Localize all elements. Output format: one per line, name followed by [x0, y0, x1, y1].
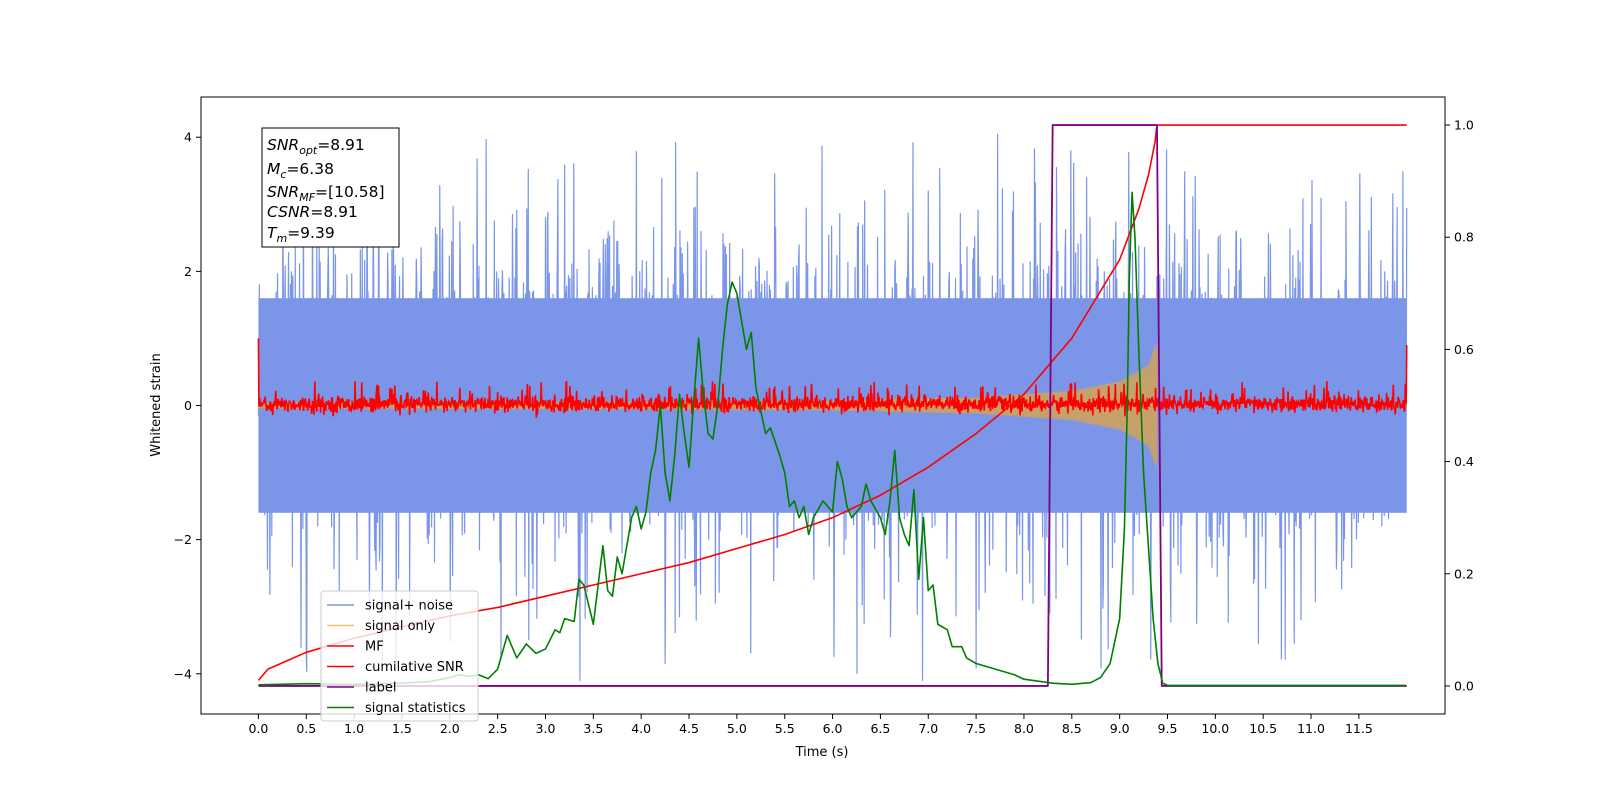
x-tick-label: 2.5	[488, 721, 508, 736]
x-tick-label: 3.5	[583, 721, 603, 736]
y-right-tick-label: 0.2	[1454, 566, 1474, 581]
legend-frame	[320, 590, 479, 722]
y-left-tick-label: 0	[184, 398, 192, 413]
x-tick-label: 4.5	[679, 721, 699, 736]
plot-area	[257, 124, 1408, 687]
info-box: SNRopt=8.91 Mc=6.38 SNRMF=[10.58] CSNR=8…	[261, 127, 400, 248]
legend-item: signal+ noise	[327, 599, 453, 614]
x-tick-label: 0.5	[296, 721, 316, 736]
x-tick-label: 5.5	[775, 721, 795, 736]
legend-label: cumilative SNR	[365, 660, 464, 675]
x-axis-label: Time (s)	[795, 745, 849, 760]
info-snr-mf: SNRMF=[10.58]	[267, 183, 385, 204]
y-axis-label: Whitened strain	[149, 353, 164, 456]
x-tick-label: 3.0	[536, 721, 556, 736]
legend-label: signal only	[365, 619, 435, 634]
x-tick-label: 4.0	[631, 721, 651, 736]
info-box-frame	[261, 127, 400, 248]
series-mf	[257, 338, 1408, 418]
y-left-tick-label: −4	[174, 666, 192, 681]
x-tick-label: 5.0	[727, 721, 747, 736]
x-tick-label: 9.5	[1158, 721, 1178, 736]
legend-item: cumilative SNR	[327, 660, 464, 675]
info-snr-opt: SNRopt=8.91	[267, 136, 365, 157]
legend-item: signal only	[327, 619, 435, 634]
legend-item: MF	[327, 640, 384, 655]
y-left-tick-label: 4	[184, 130, 192, 145]
x-tick-label: 0.0	[248, 721, 268, 736]
legend-label: signal statistics	[365, 701, 466, 716]
info-csnr: CSNR=8.91	[267, 203, 358, 221]
x-tick-label: 11.5	[1345, 721, 1373, 736]
legend-label: label	[365, 681, 396, 696]
mf-line	[257, 338, 1408, 418]
y-right-tick-label: 1.0	[1454, 118, 1474, 133]
y-left-tick-label: 2	[184, 264, 192, 279]
x-tick-label: 8.0	[1014, 721, 1034, 736]
x-tick-label: 6.0	[823, 721, 843, 736]
y-axis-right: 0.0 0.2 0.4 0.6 0.8 1.0	[1445, 118, 1474, 693]
y-left-tick-label: −2	[174, 532, 192, 547]
legend-item: label	[327, 681, 396, 696]
y-right-tick-label: 0.6	[1454, 342, 1474, 357]
x-tick-label: 11.0	[1297, 721, 1325, 736]
legend-label: MF	[365, 640, 384, 655]
x-axis: 0.0 0.5 1.0 1.5 2.0 2.5 3.0 3.5 4.0 4.5 5.0 5.5 6.0 6…	[248, 714, 1373, 736]
y-right-tick-label: 0.0	[1454, 678, 1474, 693]
y-axis-left: −4 −2 0 2 4	[174, 130, 201, 681]
x-tick-label: 10.0	[1201, 721, 1229, 736]
x-tick-label: 1.0	[344, 721, 364, 736]
info-tm: Tm=9.39	[267, 224, 335, 245]
signal-statistics-line	[258, 191, 1406, 687]
x-tick-label: 7.0	[918, 721, 938, 736]
x-tick-label: 2.0	[440, 721, 460, 736]
y-right-tick-label: 0.8	[1454, 230, 1474, 245]
x-tick-label: 8.5	[1062, 721, 1082, 736]
x-tick-label: 9.0	[1110, 721, 1130, 736]
legend-label: signal+ noise	[365, 599, 453, 614]
legend: signal+ noise signal only MF cumilative SNR…	[320, 590, 479, 722]
x-tick-label: 6.5	[870, 721, 890, 736]
y-right-tick-label: 0.4	[1454, 454, 1474, 469]
x-tick-label: 10.5	[1249, 721, 1277, 736]
x-tick-label: 7.5	[966, 721, 986, 736]
x-tick-label: 1.5	[392, 721, 412, 736]
info-mc: Mc=6.38	[267, 160, 334, 181]
legend-item: signal statistics	[327, 701, 466, 716]
